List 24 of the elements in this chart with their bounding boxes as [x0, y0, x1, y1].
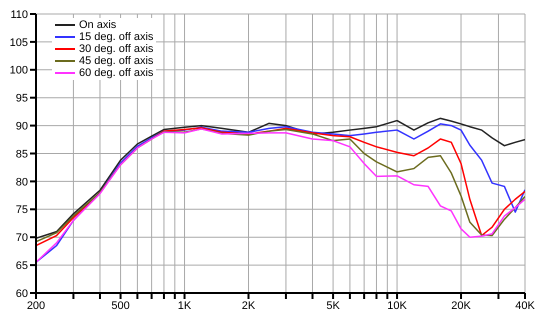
y-tick-label: 85 — [16, 148, 28, 160]
y-tick-label: 90 — [16, 120, 28, 133]
legend-label: 60 deg. off axis — [79, 67, 154, 79]
y-tick-label: 95 — [16, 92, 28, 105]
legend-label: 30 deg. off axis — [79, 43, 154, 55]
y-tick-label: 60 — [16, 288, 28, 300]
y-tick-label: 80 — [16, 176, 28, 188]
legend-label: 15 deg. off axis — [79, 31, 154, 43]
x-tick-label: 20K — [451, 300, 472, 312]
y-tick-label: 75 — [16, 204, 28, 216]
y-tick-label: 70 — [16, 232, 28, 244]
y-tick-label: 110 — [10, 8, 28, 21]
legend-label: 45 deg. off axis — [79, 55, 154, 67]
x-tick-label: 40K — [515, 300, 536, 312]
x-tick-label: 2K — [242, 300, 256, 312]
y-tick-label: 100 — [10, 64, 28, 77]
x-tick-label: 10K — [387, 300, 408, 312]
y-tick-label: 105 — [10, 36, 28, 49]
legend-label: On axis — [79, 19, 116, 31]
x-tick-label: 1K — [178, 300, 192, 312]
x-tick-label: 200 — [26, 300, 46, 312]
y-tick-label: 65 — [16, 260, 28, 272]
x-tick-label: 5K — [326, 300, 340, 312]
x-tick-label: 500 — [111, 300, 130, 312]
